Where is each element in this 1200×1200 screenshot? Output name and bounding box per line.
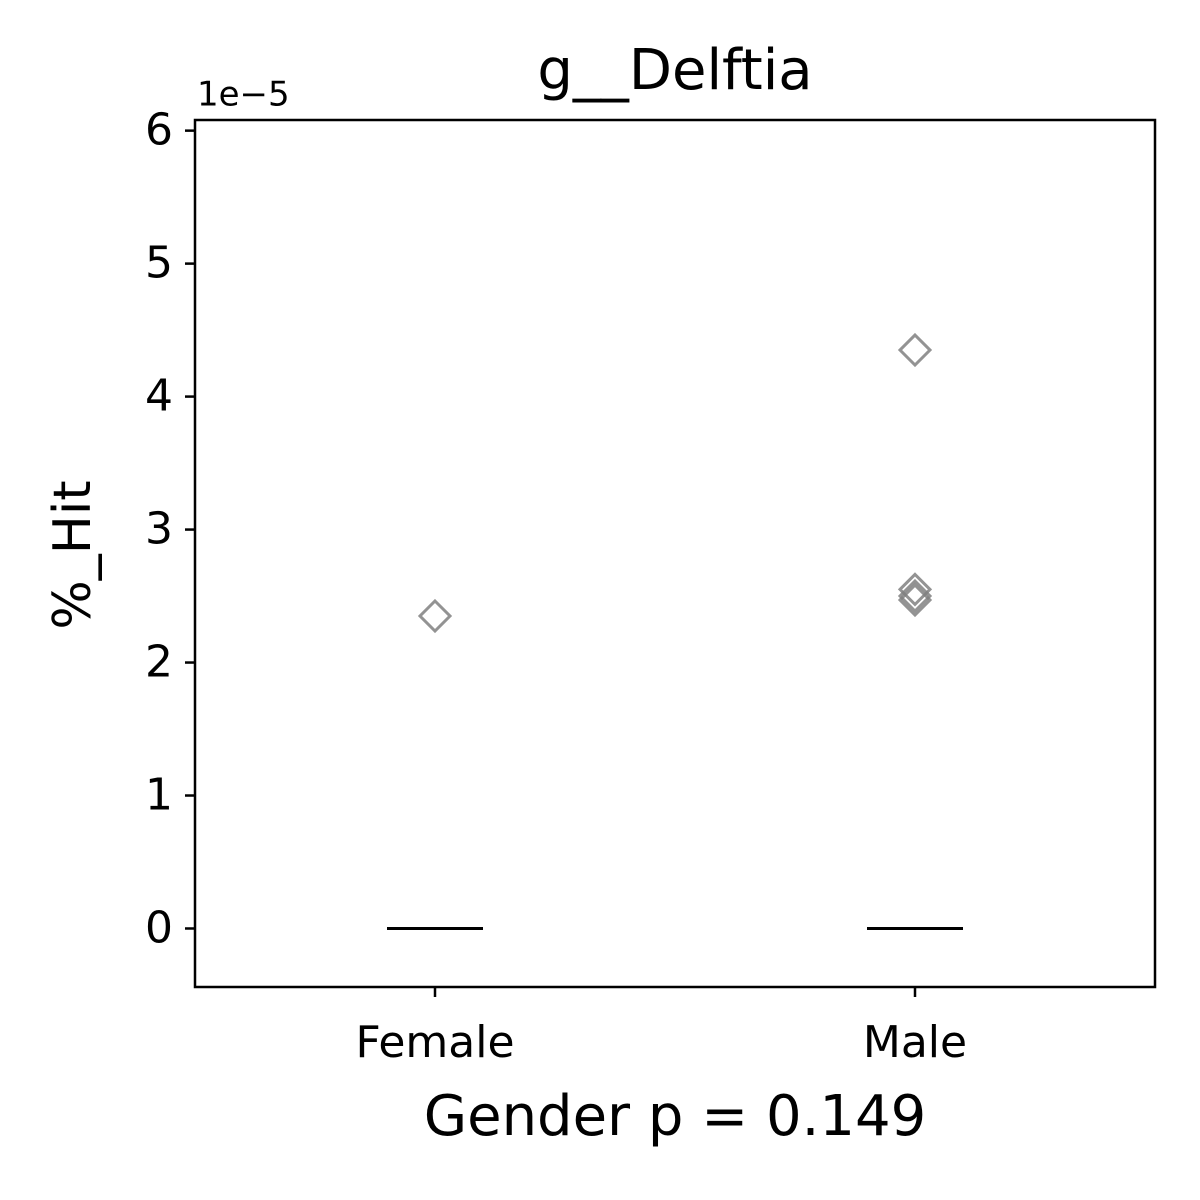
chart-title: g__Delftia <box>537 38 812 103</box>
outlier <box>897 582 933 618</box>
y-tick-label: 6 <box>145 105 173 156</box>
x-tick-label: Female <box>355 1017 514 1068</box>
y-tick-label: 2 <box>145 637 173 688</box>
y-tick-label: 1 <box>145 770 173 821</box>
outlier <box>417 598 453 634</box>
y-tick-label: 0 <box>145 902 173 953</box>
y-tick-label: 5 <box>145 238 173 289</box>
offset-label: 1e−5 <box>197 75 290 115</box>
outlier <box>897 332 933 368</box>
outlier <box>897 578 933 614</box>
y-axis-label: %_Hit <box>43 480 103 629</box>
x-tick-label: Male <box>863 1017 967 1068</box>
x-axis-label: Gender p = 0.149 <box>424 1084 927 1149</box>
outlier <box>897 572 933 607</box>
plot-frame <box>193 118 1157 989</box>
y-tick-label: 3 <box>145 504 173 555</box>
y-tick-label: 4 <box>145 371 173 422</box>
